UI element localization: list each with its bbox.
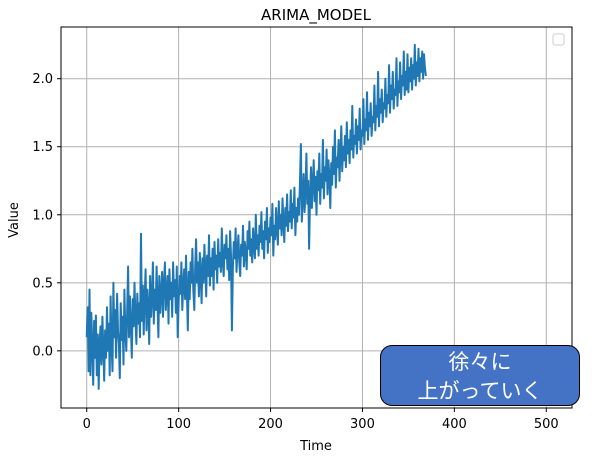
y-tick-label: 1.0 [32, 208, 53, 223]
x-tick-label: 100 [166, 417, 191, 432]
y-tick-label: 0.0 [32, 344, 53, 359]
x-tick-label: 300 [350, 417, 375, 432]
y-axis-ticks: 0.0 0.5 1.0 1.5 2.0 [32, 72, 61, 359]
x-tick-label: 0 [83, 417, 91, 432]
chart-title: ARIMA_MODEL [261, 6, 372, 25]
x-tick-label: 400 [442, 417, 467, 432]
y-tick-label: 1.5 [32, 140, 53, 155]
annotation-callout: 徐々に 上がっていく [380, 345, 580, 406]
y-tick-label: 2.0 [32, 72, 53, 87]
x-axis-label: Time [299, 439, 332, 454]
callout-line-1: 徐々に [448, 350, 512, 374]
legend-box [552, 33, 565, 46]
x-tick-label: 200 [258, 417, 283, 432]
plot-frame [60, 26, 573, 409]
y-tick-label: 0.5 [32, 276, 53, 291]
y-axis-label: Value [7, 202, 22, 238]
callout-line-2: 上がっていく [417, 379, 543, 403]
series-line [85, 43, 427, 390]
x-tick-label: 500 [534, 417, 559, 432]
x-axis-ticks: 0 100 200 300 400 500 [83, 408, 559, 432]
